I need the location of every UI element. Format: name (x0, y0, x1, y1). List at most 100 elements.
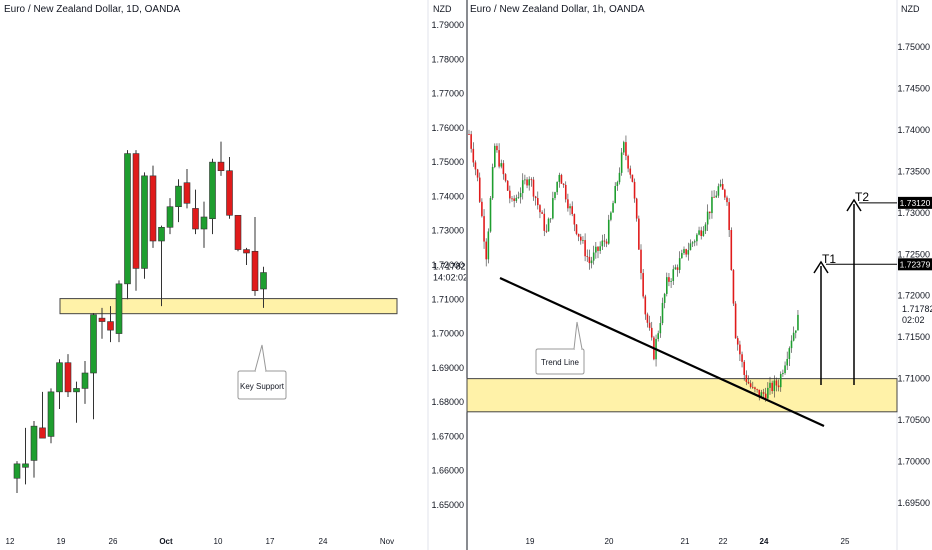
candle-body (487, 231, 490, 260)
candle-body (13, 463, 21, 479)
candle-body (515, 197, 518, 201)
candle-body (107, 321, 114, 331)
right-y-tick-label: 1.72000 (897, 291, 930, 301)
right-y-tick-label: 1.69500 (897, 498, 930, 508)
candle-body (747, 381, 750, 384)
candle-body (496, 145, 498, 151)
candle-body (73, 388, 80, 393)
left-x-tick-label: Oct (159, 537, 173, 546)
candle-body (648, 322, 651, 328)
candle-body (739, 344, 741, 355)
candle-body (483, 216, 485, 242)
candle-body (560, 174, 563, 184)
candle-body (631, 174, 634, 182)
candle-body (468, 134, 470, 135)
candle-body (22, 463, 29, 468)
candle-body (47, 391, 55, 437)
candle-body (719, 184, 722, 187)
right-countdown-label: 02:02 (902, 315, 925, 325)
right-y-tick-label: 1.71000 (897, 374, 930, 384)
t2-price-label: 1.73120 (900, 198, 931, 208)
candle-body (575, 224, 578, 234)
candle-body (610, 212, 612, 220)
candle-body (509, 190, 511, 199)
candle-body (758, 389, 761, 398)
left-chart-title: Euro / New Zealand Dollar, 1D, OANDA (4, 4, 181, 15)
candle-body (599, 246, 601, 251)
candle-body (790, 340, 793, 349)
left-x-tick-label: 17 (266, 537, 275, 546)
candle-body (618, 172, 621, 183)
left-last-price-label: 1.71782 (433, 261, 466, 271)
t2-price-badge (898, 196, 932, 209)
candle-body (586, 256, 589, 258)
candle-body (491, 166, 494, 199)
candle-body (478, 177, 481, 202)
trend-callout-pointer (573, 321, 583, 350)
key-support-zone (59, 298, 398, 315)
candle-body (657, 333, 659, 340)
candle-body (558, 174, 561, 182)
candle-body (584, 240, 586, 257)
candle-body (243, 249, 250, 254)
candle-body (571, 206, 573, 215)
candle-body (689, 243, 692, 251)
candle-body (545, 230, 548, 232)
left-axis-unit: NZD (433, 4, 452, 14)
candle-body (681, 253, 683, 259)
right-chart-panel[interactable]: 1.75000 1.74500 1.74000 1.73500 1.73000 1.725… (466, 0, 932, 550)
right-x-tick-label: 24 (760, 537, 769, 546)
candle-body (537, 198, 539, 206)
left-x-tick-label: 10 (214, 537, 223, 546)
right-chart-canvas[interactable]: 1.75000 1.74500 1.74000 1.73500 1.73000 1.725… (466, 0, 932, 550)
candle-body (226, 170, 233, 216)
candle-body (721, 184, 724, 190)
candle-body (569, 206, 571, 209)
left-y-tick-label: 1.75000 (431, 157, 464, 167)
left-y-tick-label: 1.77000 (431, 89, 464, 99)
right-x-tick-label: 25 (841, 537, 850, 546)
candle-body (779, 373, 782, 388)
candle-body (166, 206, 174, 228)
candle-body (504, 174, 507, 181)
left-chart-canvas[interactable]: 1.79000 1.78000 1.77000 1.76000 1.75000 1.740… (0, 0, 466, 550)
candle-body (534, 196, 537, 199)
candle-body (650, 327, 653, 338)
left-x-tick-label: 26 (109, 537, 118, 546)
candle-body (797, 314, 799, 331)
left-y-tick-label: 1.73000 (431, 226, 464, 236)
candle-body (670, 281, 672, 282)
candle-body (485, 241, 487, 260)
candle-body (666, 277, 668, 294)
candle-body (788, 348, 791, 359)
candle-body (564, 184, 567, 200)
candle-body (260, 272, 267, 290)
t1-price-label: 1.72379 (900, 259, 931, 269)
candle-body (588, 256, 591, 264)
candle-body (773, 380, 776, 392)
candle-body (577, 233, 580, 237)
candle-body (543, 213, 546, 231)
key-support-callout-box (237, 370, 287, 400)
candle-body (715, 195, 718, 198)
candle-body (519, 193, 522, 198)
left-chart-panel[interactable]: 1.79000 1.78000 1.77000 1.76000 1.75000 1.740… (0, 0, 466, 550)
candle-body (711, 196, 713, 214)
candle-body (511, 198, 513, 200)
candle-body (760, 392, 763, 398)
candle-body (764, 393, 767, 399)
candle-body (56, 362, 63, 393)
candle-body (489, 198, 492, 232)
candle-body (726, 197, 728, 203)
right-y-tick-label: 1.74500 (897, 83, 930, 93)
candle-body (98, 317, 106, 322)
candle-body (745, 374, 748, 382)
t2-label: T2 (855, 190, 869, 204)
candle-body (696, 234, 698, 242)
left-countdown-label: 14:02:02 (433, 272, 466, 282)
candle-body (582, 240, 584, 241)
candle-body (607, 219, 610, 244)
candle-body (217, 161, 225, 172)
candle-body (623, 142, 625, 153)
right-y-tick-label: 1.73500 (897, 166, 930, 176)
